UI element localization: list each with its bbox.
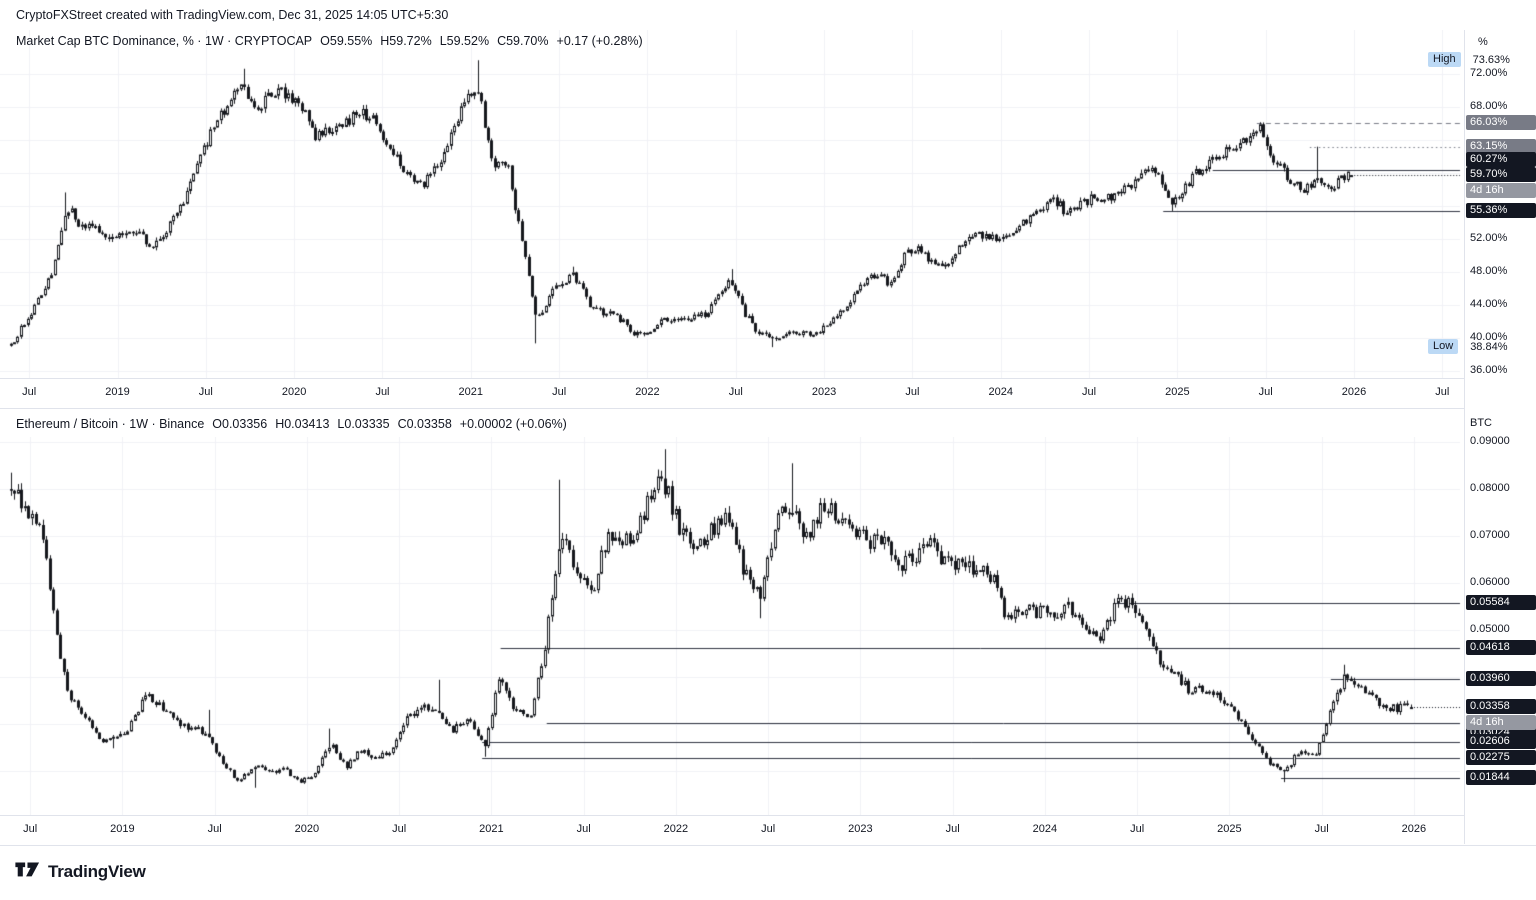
pane1-close-value: C59.70% xyxy=(497,34,549,48)
pane2-symbol-title[interactable]: Ethereum / Bitcoin · 1W · Binance xyxy=(16,417,205,431)
price-axis-unit-btc: BTC xyxy=(1470,417,1492,429)
time-axis-pane2[interactable] xyxy=(0,815,1536,846)
pane2-low-value: L0.03335 xyxy=(337,417,390,431)
pane2-open-value: O0.03356 xyxy=(212,417,268,431)
pane2-legend: Ethereum / Bitcoin · 1W · Binance O0.033… xyxy=(16,417,567,431)
pane1-high-value: H59.72% xyxy=(380,34,432,48)
pane1-legend: Market Cap BTC Dominance, % · 1W · CRYPT… xyxy=(16,34,643,48)
chart-credit: CryptoFXStreet created with TradingView.… xyxy=(16,8,449,22)
pane1-open-value: O59.55% xyxy=(320,34,373,48)
btc-dominance-chart-canvas[interactable] xyxy=(0,30,1464,378)
pane1-change-value: +0.17 (+0.28%) xyxy=(556,34,643,48)
pane1-low-value: L59.52% xyxy=(439,34,490,48)
pane1-symbol-title[interactable]: Market Cap BTC Dominance, % · 1W · CRYPT… xyxy=(16,34,313,48)
price-axis[interactable] xyxy=(1464,30,1536,844)
eth-btc-chart-canvas[interactable] xyxy=(0,437,1464,815)
tradingview-wordmark: TradingView xyxy=(48,861,146,881)
pane2-close-value: C0.03358 xyxy=(397,417,452,431)
pane2-high-value: H0.03413 xyxy=(275,417,330,431)
price-axis-unit-percent: % xyxy=(1478,36,1488,48)
tradingview-branding[interactable]: TradingView xyxy=(14,856,146,887)
time-axis-pane1[interactable] xyxy=(0,378,1536,409)
pane2-change-value: +0.00002 (+0.06%) xyxy=(459,417,567,431)
tradingview-logo-icon xyxy=(14,856,40,887)
